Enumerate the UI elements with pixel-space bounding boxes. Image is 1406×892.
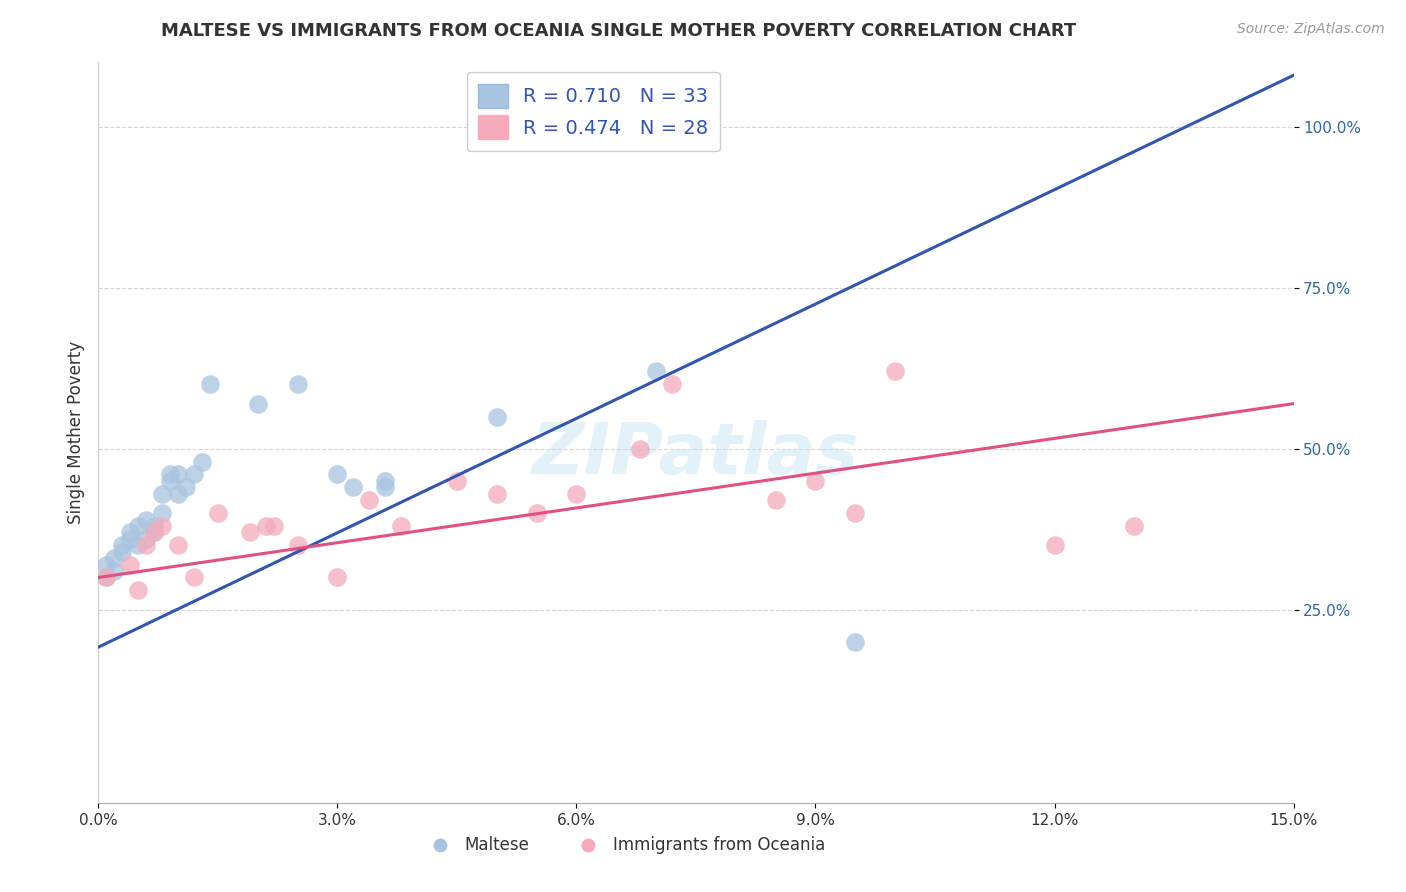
Point (326, 467, 349, 482)
Point (120, 525, 142, 540)
Point (389, 519, 412, 533)
Point (526, 506, 548, 520)
Point (135, 512, 157, 526)
Point (159, 467, 181, 482)
Point (565, 487, 588, 501)
Point (127, 583, 149, 598)
Point (127, 538, 149, 552)
Point (183, 570, 205, 584)
Text: Source: ZipAtlas.com: Source: ZipAtlas.com (1237, 22, 1385, 37)
Point (1043, 538, 1066, 552)
Point (1123, 519, 1146, 533)
Point (191, 454, 214, 468)
Text: MALTESE VS IMMIGRANTS FROM OCEANIA SINGLE MOTHER POVERTY CORRELATION CHART: MALTESE VS IMMIGRANTS FROM OCEANIA SINGL… (162, 22, 1076, 40)
Point (844, 635, 866, 649)
Point (254, 519, 277, 533)
Point (246, 397, 269, 411)
Point (96, 570, 118, 584)
Point (661, 377, 683, 392)
Point (96, 558, 118, 572)
Point (844, 506, 866, 520)
Point (446, 474, 468, 488)
Point (120, 532, 142, 546)
Point (120, 558, 142, 572)
Point (135, 538, 157, 552)
Point (342, 480, 364, 494)
Point (174, 480, 197, 494)
Point (263, 519, 285, 533)
Point (485, 409, 508, 424)
Point (198, 377, 221, 392)
Point (167, 487, 190, 501)
Point (804, 474, 827, 488)
Point (485, 487, 508, 501)
Point (111, 545, 134, 559)
Point (183, 467, 205, 482)
Point (127, 519, 149, 533)
Point (287, 377, 309, 392)
Point (326, 570, 349, 584)
Point (96, 570, 118, 584)
Point (167, 467, 190, 482)
Point (287, 538, 309, 552)
Point (628, 442, 651, 456)
Y-axis label: Single Mother Poverty: Single Mother Poverty (66, 341, 84, 524)
Point (143, 519, 166, 533)
Point (239, 525, 262, 540)
Point (765, 493, 787, 508)
Text: ZIPatlas: ZIPatlas (533, 420, 859, 490)
Point (103, 564, 125, 578)
Point (645, 364, 668, 378)
Point (143, 525, 166, 540)
Point (359, 493, 381, 508)
Point (207, 506, 229, 520)
Point (374, 474, 396, 488)
Point (143, 525, 166, 540)
Point (167, 538, 190, 552)
Point (103, 551, 125, 566)
Point (150, 519, 173, 533)
Point (374, 480, 396, 494)
Point (135, 532, 157, 546)
Point (150, 506, 173, 520)
Legend: Maltese, Immigrants from Oceania: Maltese, Immigrants from Oceania (416, 830, 832, 861)
Point (159, 474, 181, 488)
Point (150, 487, 173, 501)
Point (884, 364, 907, 378)
Point (111, 538, 134, 552)
